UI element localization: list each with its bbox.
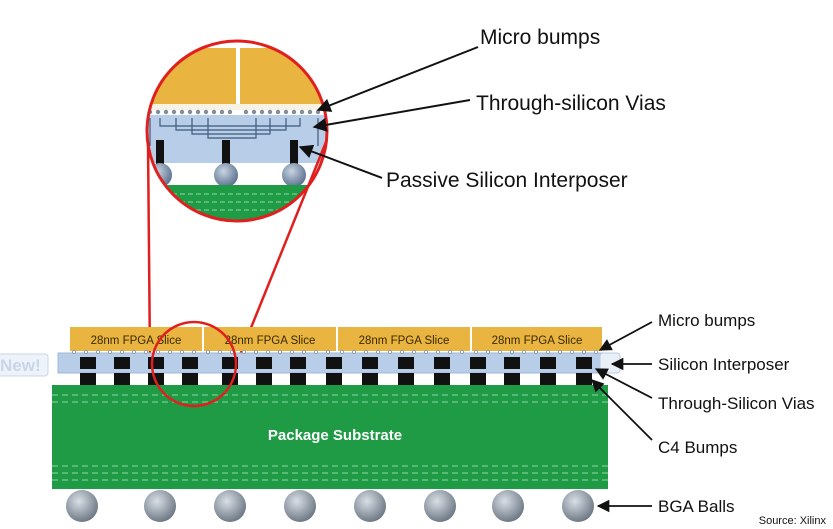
label-through-silicon-vias: Through-Silicon Vias (658, 394, 815, 413)
new-badge-label: New! (0, 356, 41, 375)
fpga-slice-label: 28nm FPGA Slice (91, 335, 182, 347)
fpga-slice-label: 28nm FPGA Slice (359, 335, 450, 347)
label-bga-balls: BGA Balls (658, 497, 735, 516)
substrate-label: Package Substrate (268, 427, 402, 444)
package-substrate: Package Substrate (52, 385, 608, 489)
zoom-label-micro-bumps: Micro bumps (480, 26, 600, 49)
source-credit: Source: Xilinx (759, 515, 827, 527)
fpga-slice (472, 327, 602, 351)
label-micro-bumps: Micro bumps (658, 311, 755, 330)
micro-bumps (72, 349, 599, 354)
zoom-silicon-interposer (147, 115, 327, 163)
fpga-slices: 28nm FPGA Slice 28nm FPGA Slice 28nm FPG… (70, 327, 602, 351)
right-annotation-arrows (591, 321, 653, 513)
fpga-slice-label: 28nm FPGA Slice (492, 335, 583, 347)
zoom-connector-lines (146, 141, 328, 361)
zoom-callout (145, 39, 329, 223)
zoom-tsvs (156, 140, 298, 165)
bga-balls (66, 490, 594, 522)
zoom-annotation-arrows (298, 46, 479, 179)
zoom-label-passive-interposer: Passive Silicon Interposer (386, 169, 628, 192)
label-silicon-interposer: Silicon Interposer (658, 355, 790, 374)
zoom-interposer-routing (149, 118, 319, 146)
zoom-source-circle (150, 320, 238, 408)
through-silicon-vias (80, 357, 592, 369)
zoom-label-tsv: Through-silicon Vias (476, 92, 666, 115)
new-badge: New! (0, 353, 49, 377)
fpga-slice (70, 327, 202, 351)
fpga-slice (338, 327, 470, 351)
fpga-slice-label: 28nm FPGA Slice (225, 335, 316, 347)
fpga-slice (204, 327, 336, 351)
label-c4-bumps: C4 Bumps (658, 438, 737, 457)
c4-bumps (80, 373, 592, 385)
